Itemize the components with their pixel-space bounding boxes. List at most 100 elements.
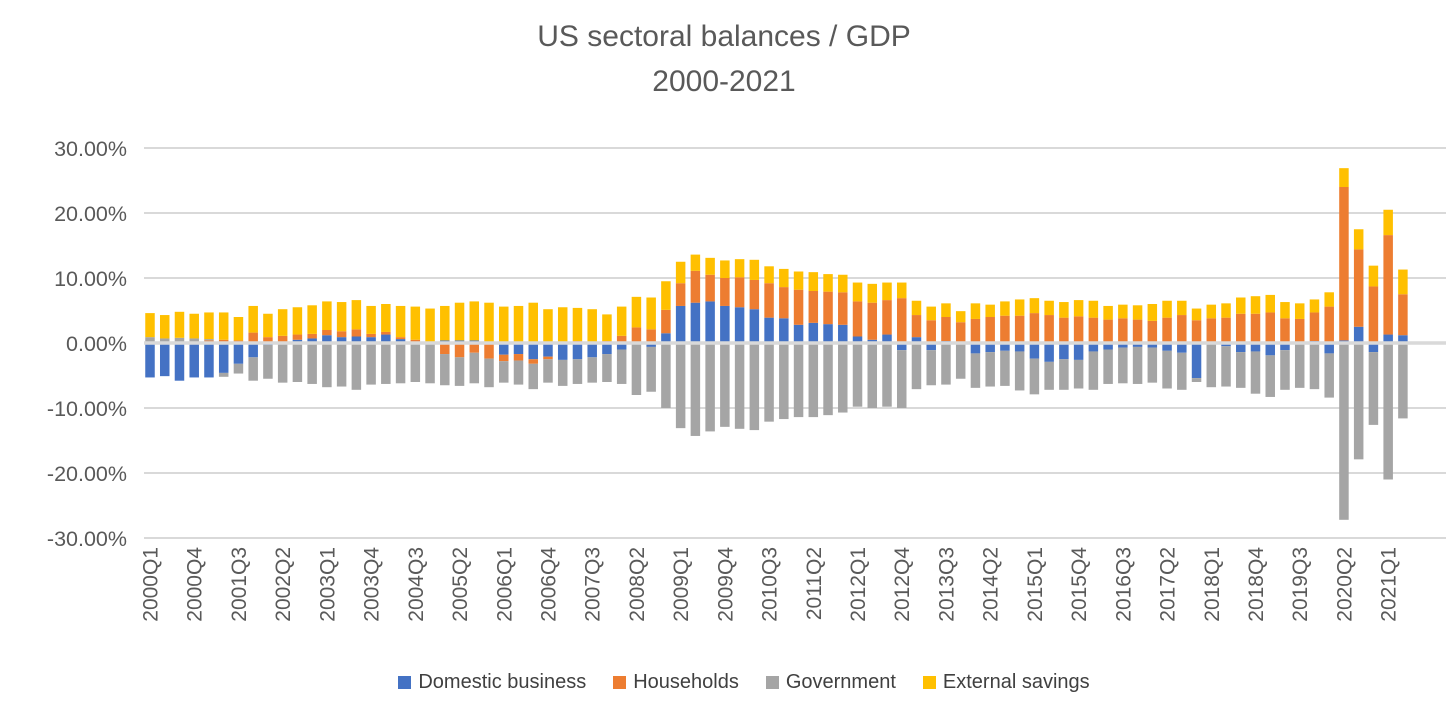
bar-segment-government bbox=[513, 360, 524, 385]
bar-segment-government bbox=[867, 343, 878, 408]
legend-swatch-domestic-business bbox=[398, 676, 412, 689]
x-tick-label: 2015Q4 bbox=[1068, 547, 1091, 622]
bar-segment-domestic-business bbox=[587, 343, 597, 358]
bar-segment-government bbox=[425, 344, 435, 384]
bar-segment-domestic-business bbox=[1191, 343, 1202, 379]
bar-segment-households bbox=[1383, 235, 1393, 335]
x-tick-label: 2003Q4 bbox=[361, 547, 384, 622]
bar-segment-government bbox=[602, 354, 612, 382]
bar-segment-external-savings bbox=[218, 312, 229, 340]
bar-segment-households bbox=[896, 298, 907, 343]
bar-segment-government bbox=[528, 363, 538, 390]
bar-segment-government bbox=[1236, 352, 1246, 388]
bar-segment-government bbox=[1059, 359, 1069, 390]
bar-segment-external-savings bbox=[189, 313, 199, 339]
bar-segment-domestic-business bbox=[1398, 335, 1408, 343]
bar-segment-government bbox=[145, 337, 155, 343]
bar-segment-households bbox=[1162, 317, 1172, 343]
bar-segment-government bbox=[189, 338, 199, 342]
x-tick-label: 2005Q2 bbox=[449, 547, 472, 622]
bar-segment-external-savings bbox=[1383, 209, 1393, 236]
bar-segment-government bbox=[675, 343, 686, 429]
bar-segment-government bbox=[499, 361, 509, 383]
x-tick-label: 2009Q4 bbox=[714, 547, 737, 622]
bar-segment-domestic-business bbox=[896, 343, 907, 351]
x-tick-label: 2014Q2 bbox=[980, 547, 1003, 622]
x-tick-label: 2016Q3 bbox=[1112, 547, 1135, 622]
bar-segment-households bbox=[1221, 317, 1231, 343]
bar-segment-households bbox=[646, 329, 656, 343]
bar-segment-government bbox=[955, 343, 966, 379]
bar-segment-households bbox=[1073, 316, 1084, 343]
bar-segment-government bbox=[336, 343, 347, 387]
bar-segment-government bbox=[248, 357, 258, 381]
bar-segment-external-savings bbox=[572, 307, 583, 342]
bar-segment-external-savings bbox=[911, 300, 922, 316]
bar-segment-domestic-business bbox=[749, 309, 760, 343]
bar-segment-government bbox=[484, 358, 494, 388]
bar-segment-external-savings bbox=[307, 305, 317, 334]
bar-segment-external-savings bbox=[1324, 292, 1334, 307]
bar-segment-external-savings bbox=[631, 296, 642, 328]
x-tick-label: 2000Q4 bbox=[184, 547, 207, 622]
bar-segment-government bbox=[1294, 343, 1305, 388]
bar-segment-domestic-business bbox=[572, 343, 583, 360]
bar-segment-domestic-business bbox=[720, 305, 730, 343]
bar-segment-external-savings bbox=[557, 307, 568, 343]
bar-segment-households bbox=[1265, 312, 1275, 343]
bar-segment-external-savings bbox=[499, 306, 509, 343]
bar-segment-government bbox=[852, 343, 863, 407]
bar-segment-external-savings bbox=[749, 259, 760, 280]
legend-item-government: Government bbox=[765, 671, 896, 694]
bar-segment-households bbox=[808, 291, 819, 323]
chart-title-line2: 2000-2021 bbox=[652, 65, 796, 98]
bar-segment-government bbox=[896, 350, 907, 408]
bar-segment-households bbox=[292, 334, 303, 340]
bar-segment-households bbox=[1044, 315, 1054, 343]
bar-segment-external-savings bbox=[793, 271, 804, 290]
bar-segment-government bbox=[572, 359, 583, 384]
bar-segment-external-savings bbox=[646, 297, 656, 330]
bar-segment-government bbox=[263, 344, 273, 379]
x-tick-label: 2012Q4 bbox=[891, 547, 914, 622]
bar-segment-government bbox=[749, 343, 760, 431]
bar-segment-external-savings bbox=[1044, 300, 1054, 316]
bar-segment-external-savings bbox=[734, 259, 745, 278]
bar-segment-domestic-business bbox=[1088, 343, 1099, 352]
bar-segment-domestic-business bbox=[985, 343, 995, 353]
bar-segment-external-savings bbox=[764, 266, 774, 284]
bar-segment-government bbox=[543, 359, 553, 383]
bar-segment-external-savings bbox=[587, 309, 597, 343]
bar-segment-government bbox=[941, 343, 951, 385]
bar-segment-households bbox=[1339, 187, 1349, 341]
bar-segment-external-savings bbox=[1014, 299, 1025, 316]
x-tick-label: 2018Q1 bbox=[1201, 547, 1224, 622]
bar-segment-domestic-business bbox=[926, 343, 936, 351]
bar-segment-households bbox=[1191, 320, 1202, 343]
bar-segment-domestic-business bbox=[159, 343, 170, 377]
bar-segment-domestic-business bbox=[1014, 343, 1025, 352]
bar-segment-households bbox=[1250, 313, 1261, 343]
bar-segment-external-savings bbox=[1309, 299, 1320, 313]
bar-segment-domestic-business bbox=[646, 343, 656, 347]
bar-segment-external-savings bbox=[823, 274, 833, 292]
legend-swatch-households bbox=[613, 676, 627, 689]
bar-segment-domestic-business bbox=[248, 343, 258, 358]
bar-segment-government bbox=[395, 343, 406, 384]
bar-segment-domestic-business bbox=[204, 343, 214, 378]
bar-segment-households bbox=[263, 337, 273, 343]
bar-segment-households bbox=[1206, 318, 1217, 343]
bar-segment-external-savings bbox=[1353, 229, 1364, 250]
bar-segment-government bbox=[1014, 351, 1025, 391]
x-tick-label: 2009Q1 bbox=[670, 547, 693, 622]
bar-segment-external-savings bbox=[602, 314, 612, 342]
bar-segment-domestic-business bbox=[1073, 343, 1084, 360]
bar-segment-households bbox=[307, 333, 317, 339]
bar-segment-external-savings bbox=[808, 272, 819, 291]
bar-segment-government bbox=[1206, 344, 1217, 388]
bar-segment-government bbox=[779, 343, 789, 420]
bar-segment-domestic-business bbox=[543, 343, 553, 357]
x-tick-label: 2010Q3 bbox=[759, 547, 782, 622]
bar-segment-external-savings bbox=[410, 306, 421, 340]
bar-segment-government bbox=[631, 343, 642, 395]
